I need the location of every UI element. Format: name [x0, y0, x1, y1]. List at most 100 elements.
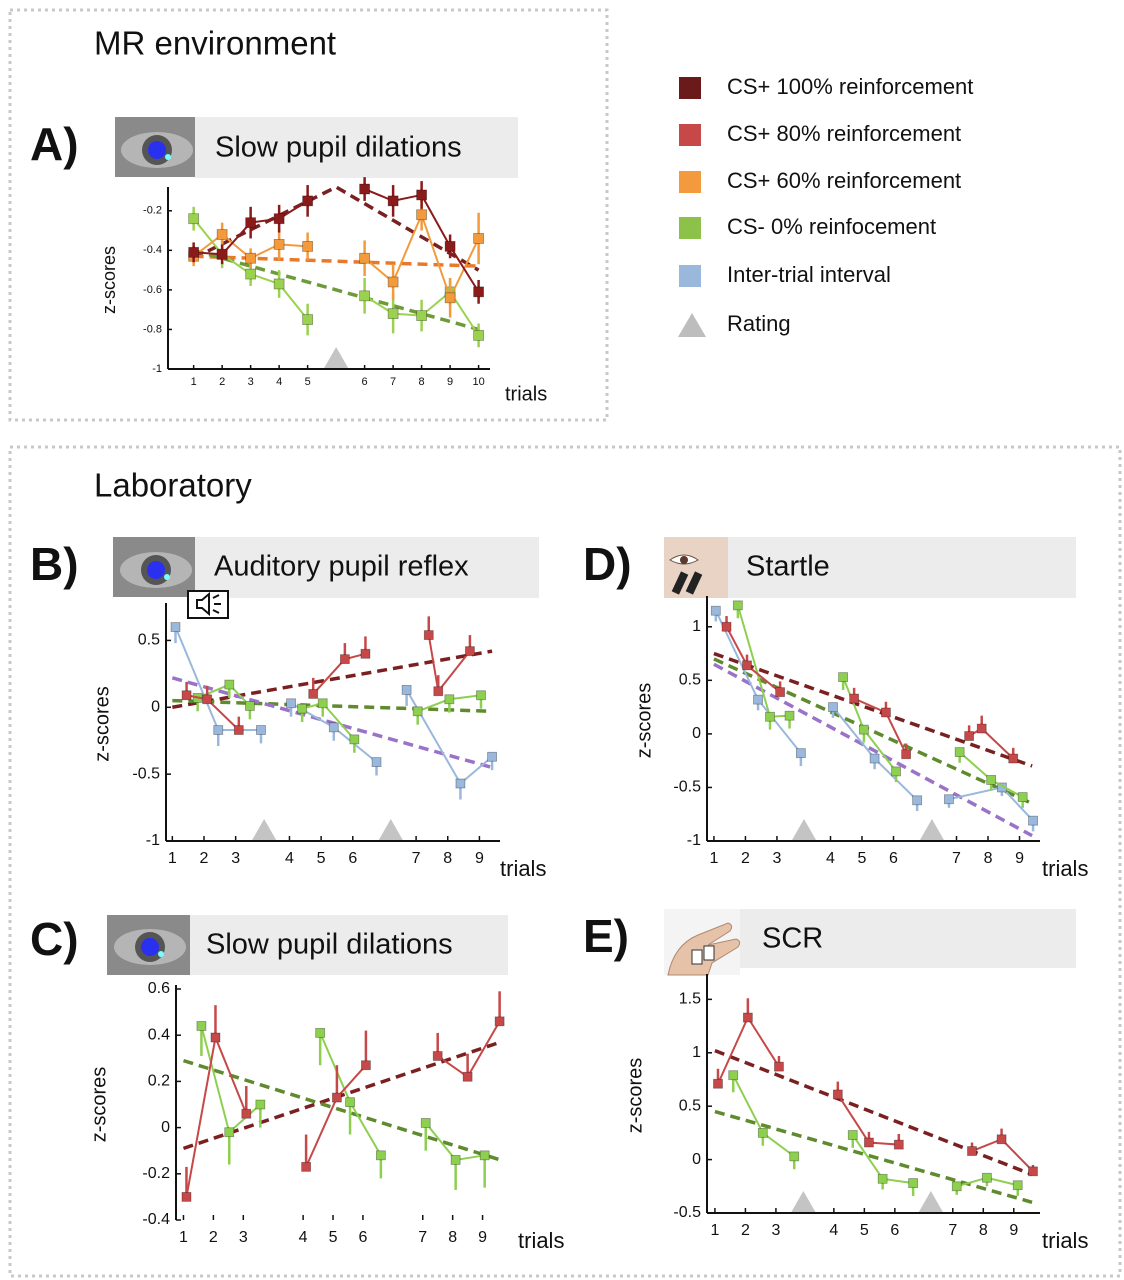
data-point: [213, 725, 224, 735]
data-point: [1017, 792, 1028, 802]
data-point: [479, 1150, 490, 1161]
x-tick-label: 9: [1009, 1222, 1018, 1239]
x-tick-label: 8: [984, 850, 993, 867]
data-point: [721, 621, 732, 632]
y-tick-label: -0.5: [673, 779, 701, 796]
y-axis-label: z-scores: [624, 1058, 646, 1134]
data-point: [908, 1178, 919, 1188]
x-tick-label: 2: [209, 1229, 218, 1246]
legend-swatch: [679, 77, 701, 99]
rating-marker: [792, 819, 817, 840]
rating-marker: [919, 819, 944, 840]
x-tick-label: 8: [979, 1222, 988, 1239]
panel-title: SCR: [762, 923, 823, 955]
eye-icon: [107, 915, 190, 975]
trend-line: [182, 1058, 502, 1162]
x-tick-label: 5: [329, 1229, 338, 1246]
data-point: [181, 1192, 192, 1202]
data-point: [976, 723, 987, 734]
section-frame: [8, 8, 609, 422]
panel-label: A): [30, 118, 79, 170]
y-tick-label: 0.5: [138, 632, 160, 649]
series-line: [714, 610, 1034, 822]
y-tick-label: -0.5: [673, 1204, 701, 1221]
panel-title: Slow pupil dilations: [215, 132, 462, 164]
data-point: [216, 229, 228, 240]
data-point: [256, 725, 266, 735]
data-point: [753, 694, 763, 705]
rating-marker: [252, 819, 277, 840]
data-point: [728, 1070, 739, 1081]
x-tick-label: 3: [231, 850, 240, 867]
panel-title: Auditory pupil reflex: [214, 551, 469, 583]
x-tick-label: 9: [447, 376, 453, 388]
x-tick-label: 4: [299, 1229, 308, 1246]
data-point: [710, 605, 721, 616]
panel-label: B): [30, 538, 79, 590]
data-point: [387, 276, 399, 288]
x-tick-label: 4: [276, 376, 282, 388]
data-point: [487, 751, 497, 762]
data-point: [877, 1173, 888, 1184]
x-tick-label: 2: [219, 376, 225, 388]
data-point: [462, 1071, 473, 1082]
data-point: [849, 693, 860, 704]
y-tick-label: -0.4: [143, 244, 162, 256]
y-tick-label: 0: [692, 725, 701, 742]
data-point: [317, 698, 328, 709]
data-point: [891, 766, 901, 777]
data-point: [245, 217, 257, 229]
x-tick-label: 9: [475, 850, 484, 867]
trend-line: [182, 1040, 502, 1151]
data-point: [273, 278, 285, 290]
data-point: [838, 672, 848, 683]
y-tick-label: -0.8: [143, 323, 162, 335]
legend-label: Inter-trial interval: [727, 262, 891, 287]
data-point: [210, 1032, 221, 1043]
y-tick-label: 0: [161, 1119, 170, 1136]
data-point: [832, 1089, 843, 1100]
x-tick-label: 1: [191, 376, 197, 388]
series-line: [193, 188, 480, 293]
y-tick-label: -0.4: [142, 1211, 170, 1228]
data-point: [732, 600, 743, 611]
data-point: [423, 630, 434, 640]
y-tick-label: 1: [692, 1044, 701, 1061]
data-point: [224, 679, 235, 690]
rating-marker: [791, 1191, 816, 1212]
panel-label: C): [30, 913, 79, 965]
x-tick-label: 5: [317, 850, 326, 867]
data-point: [944, 794, 954, 805]
data-point: [420, 1118, 431, 1128]
trend-line: [193, 248, 480, 332]
data-point: [359, 183, 371, 195]
section-title: Laboratory: [94, 467, 252, 504]
data-point: [444, 240, 456, 252]
data-point: [361, 1060, 371, 1071]
data-point: [912, 795, 923, 806]
trend-line: [713, 657, 1033, 806]
title-bar: [190, 915, 508, 975]
data-point: [273, 213, 285, 225]
data-point: [954, 747, 965, 757]
legend-swatch: [679, 265, 701, 287]
data-point: [302, 195, 314, 207]
data-point: [473, 329, 485, 341]
data-point: [757, 1127, 768, 1138]
data-point: [255, 1099, 266, 1110]
y-axis-label: z-scores: [91, 686, 113, 762]
x-tick-label: 6: [362, 376, 368, 388]
data-point: [286, 698, 296, 709]
data-point: [216, 248, 228, 260]
trend-line: [171, 676, 493, 770]
eye-icon: [113, 537, 195, 597]
x-tick-label: 7: [390, 376, 396, 388]
y-tick-label: 0.5: [679, 672, 701, 689]
series-line: [736, 605, 1024, 798]
y-tick-label: -1: [152, 363, 162, 375]
data-point: [360, 648, 371, 659]
data-point: [345, 1097, 355, 1108]
trend-line: [714, 1109, 1033, 1205]
legend-label: CS+ 80% reinforcement: [727, 121, 961, 146]
